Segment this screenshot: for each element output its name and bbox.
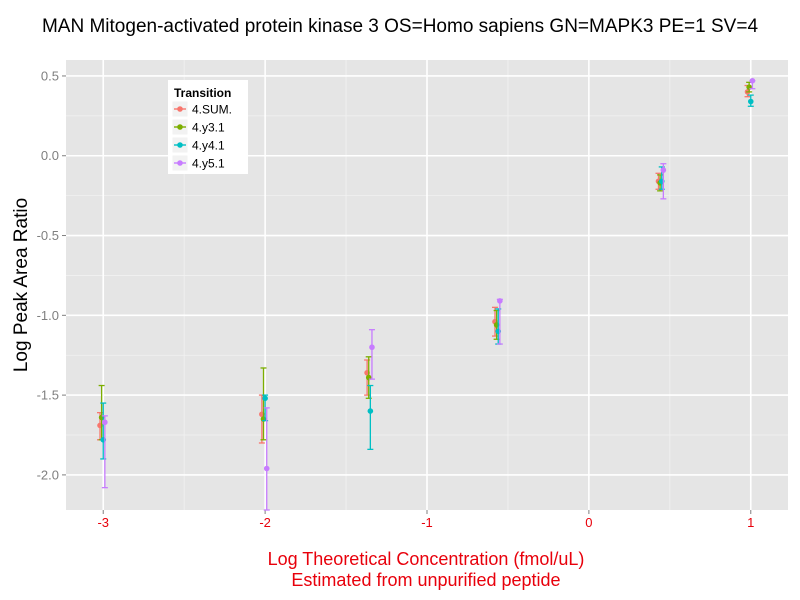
x-tick-label: 0 — [585, 515, 592, 530]
legend-label: 4.y5.1 — [192, 157, 225, 171]
y-tick-label: -1.5 — [37, 388, 59, 403]
data-point — [749, 77, 756, 84]
legend-item-4-y5-1: 4.y5.1 — [171, 154, 225, 172]
data-point — [102, 419, 108, 426]
x-tick-label: -2 — [259, 515, 271, 530]
data-point — [262, 395, 268, 402]
y-tick-label: -0.5 — [37, 228, 59, 243]
data-point — [263, 465, 270, 472]
legend-item-4-y3-1: 4.y3.1 — [171, 118, 225, 136]
legend-key-point — [177, 124, 183, 130]
legend-items: 4.SUM. 4.y3.1 4.y4.1 4.y5.1 — [171, 100, 232, 172]
legend-title: Transition — [174, 86, 231, 100]
series-4-y5-1 — [101, 77, 756, 511]
y-tick-label: -2.0 — [37, 467, 59, 482]
x-tick-label: -3 — [97, 515, 109, 530]
y-tick-label: -1.0 — [37, 308, 59, 323]
data-marks — [96, 77, 756, 511]
grid-lines — [66, 60, 788, 510]
legend: Transition 4.SUM. 4.y3.1 4.y4.1 4.y5.1 — [168, 80, 248, 174]
x-axis-ticks: -3 -2 -1 0 1 — [97, 510, 754, 530]
y-axis-label: Log Peak Area Ratio — [11, 198, 32, 372]
legend-item-4-y4-1: 4.y4.1 — [171, 136, 225, 154]
y-tick-label: 0.5 — [41, 68, 59, 83]
x-axis-label-line1: Log Theoretical Concentration (fmol/uL) — [268, 549, 585, 569]
data-point — [497, 298, 503, 304]
legend-label: 4.y3.1 — [192, 121, 225, 135]
data-point — [660, 167, 667, 173]
legend-key-point — [177, 106, 183, 112]
legend-item-4-sum: 4.SUM. — [171, 100, 232, 118]
legend-key-point — [177, 160, 183, 166]
legend-label: 4.y4.1 — [192, 139, 225, 153]
x-axis-label-line2: Estimated from unpurified peptide — [291, 570, 560, 590]
x-tick-label: 1 — [747, 515, 754, 530]
legend-label: 4.SUM. — [192, 103, 232, 117]
data-point — [369, 344, 375, 351]
data-point — [367, 408, 374, 414]
y-axis-ticks: 0.5 0.0 -0.5 -1.0 -1.5 -2.0 — [37, 68, 66, 482]
legend-key-point — [177, 142, 183, 148]
chart-title: MAN Mitogen-activated protein kinase 3 O… — [42, 16, 758, 37]
y-tick-label: 0.0 — [41, 148, 59, 163]
data-point — [747, 98, 754, 105]
x-tick-label: -1 — [421, 515, 433, 530]
series-4-y3-1 — [98, 81, 753, 441]
